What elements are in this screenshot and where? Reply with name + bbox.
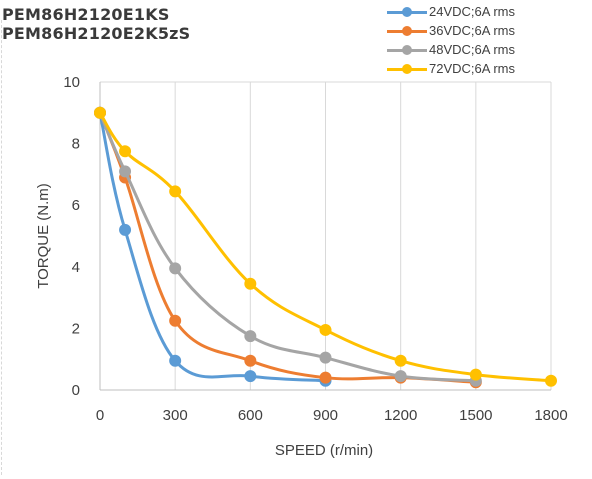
- x-tick-label: 600: [238, 407, 263, 424]
- series-line-36vdc-6a-rms: [98, 111, 478, 384]
- x-tick-label: 1500: [459, 407, 492, 424]
- x-tick-label: 300: [163, 407, 188, 424]
- data-point-72vdc-6a-rms: [545, 374, 557, 387]
- x-tick-label: 0: [96, 407, 104, 424]
- legend-swatch: [387, 6, 427, 18]
- data-point-48vdc-6a-rms: [244, 330, 257, 343]
- data-point-72vdc-6a-rms: [394, 354, 407, 367]
- data-point-48vdc-6a-rms: [394, 370, 407, 383]
- data-point-72vdc-6a-rms: [94, 106, 106, 119]
- model-title-2: PEM86H2120E2K5zS: [2, 24, 191, 43]
- legend-item-48vdc-6a-rms: 48VDC;6A rms: [387, 40, 557, 59]
- axis-layer: 0 300 600 900 1200 1500 1800 0 2 4 6 8 10: [63, 74, 567, 424]
- series-line-72vdc-6a-rms: [98, 111, 553, 383]
- legend-swatch: [387, 44, 427, 56]
- data-point-24vdc-6a-rms: [119, 223, 132, 236]
- data-point-72vdc-6a-rms: [319, 323, 332, 336]
- series-line-24vdc-6a-rms: [98, 111, 327, 383]
- x-tick-label: 1800: [534, 407, 567, 424]
- x-tick-label: 900: [313, 407, 338, 424]
- data-point-24vdc-6a-rms: [169, 354, 182, 367]
- x-tick-label: 1200: [384, 407, 417, 424]
- legend-item-24vdc-6a-rms: 24VDC;6A rms: [387, 2, 557, 21]
- y-tick-label: 0: [72, 382, 80, 399]
- y-axis-title: TORQUE (N.m): [35, 183, 52, 289]
- data-point-48vdc-6a-rms: [319, 351, 332, 364]
- chart-legend: 24VDC;6A rms 36VDC;6A rms 48VDC;6A rms 72VD…: [387, 2, 557, 78]
- legend-label: 36VDC;6A rms: [429, 23, 515, 38]
- legend-swatch: [387, 25, 427, 37]
- data-point-72vdc-6a-rms: [469, 368, 482, 381]
- legend-label: 72VDC;6A rms: [429, 61, 515, 76]
- data-point-48vdc-6a-rms: [169, 262, 182, 275]
- data-point-36vdc-6a-rms: [169, 314, 182, 327]
- data-point-36vdc-6a-rms: [319, 371, 332, 384]
- legend-marker: [402, 44, 412, 55]
- x-axis-title: SPEED (r/min): [275, 442, 373, 459]
- series-layer: [94, 106, 557, 389]
- legend-item-36vdc-6a-rms: 36VDC;6A rms: [387, 21, 557, 40]
- data-point-72vdc-6a-rms: [119, 145, 132, 158]
- y-tick-label: 6: [72, 197, 80, 214]
- y-tick-label: 8: [72, 136, 80, 153]
- legend-label: 48VDC;6A rms: [429, 42, 515, 57]
- data-point-36vdc-6a-rms: [244, 354, 257, 367]
- legend-marker: [402, 6, 412, 17]
- series-line-48vdc-6a-rms: [98, 111, 478, 383]
- legend-marker: [402, 63, 412, 74]
- grid-layer: [100, 81, 552, 390]
- legend-marker: [402, 25, 412, 36]
- data-point-48vdc-6a-rms: [119, 165, 132, 178]
- data-point-72vdc-6a-rms: [244, 277, 257, 290]
- left-border: [1, 20, 2, 475]
- data-point-24vdc-6a-rms: [244, 370, 257, 383]
- y-tick-label: 4: [72, 259, 80, 276]
- data-point-72vdc-6a-rms: [169, 185, 182, 198]
- legend-label: 24VDC;6A rms: [429, 4, 515, 19]
- legend-swatch: [387, 63, 427, 75]
- y-tick-label: 10: [63, 74, 80, 91]
- legend-item-72vdc-6a-rms: 72VDC;6A rms: [387, 59, 557, 78]
- y-tick-label: 2: [72, 320, 80, 337]
- model-title-1: PEM86H2120E1KS: [2, 5, 170, 24]
